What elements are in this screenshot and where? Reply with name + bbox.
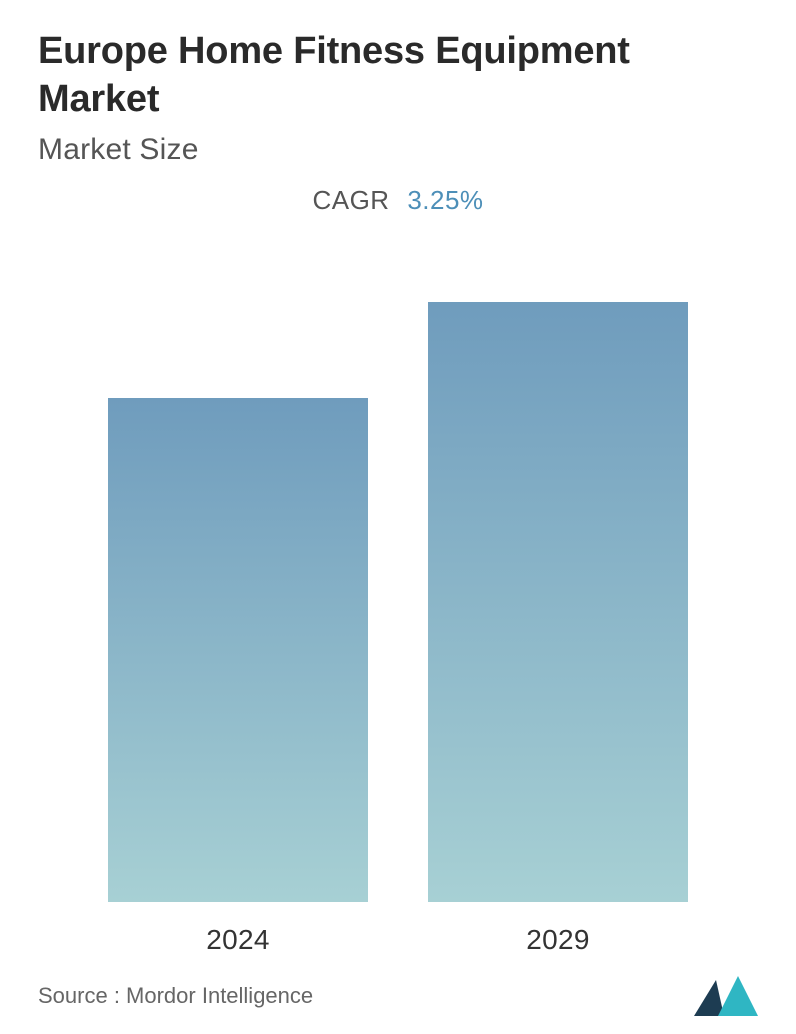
brand-logo-icon xyxy=(694,976,758,1016)
bars-wrap: 2024 2029 xyxy=(38,356,758,956)
chart-container: Europe Home Fitness Equipment Market Mar… xyxy=(0,0,796,1034)
source-text: Source : Mordor Intelligence xyxy=(38,983,313,1009)
logo-left xyxy=(694,980,724,1016)
cagr-value: 3.25% xyxy=(407,185,483,215)
bar-0 xyxy=(108,398,368,902)
cagr-label: CAGR xyxy=(312,185,389,215)
page-subtitle: Market Size xyxy=(38,133,758,167)
footer: Source : Mordor Intelligence xyxy=(38,976,758,1016)
bar-1 xyxy=(428,302,688,902)
chart-area: 2024 2029 xyxy=(38,244,758,1014)
bar-col-1: 2029 xyxy=(428,302,688,956)
bar-label-0: 2024 xyxy=(206,924,270,956)
cagr-row: CAGR 3.25% xyxy=(38,185,758,216)
logo-right xyxy=(718,976,758,1016)
bar-label-1: 2029 xyxy=(526,924,590,956)
page-title: Europe Home Fitness Equipment Market xyxy=(38,28,758,123)
bar-col-0: 2024 xyxy=(108,398,368,956)
